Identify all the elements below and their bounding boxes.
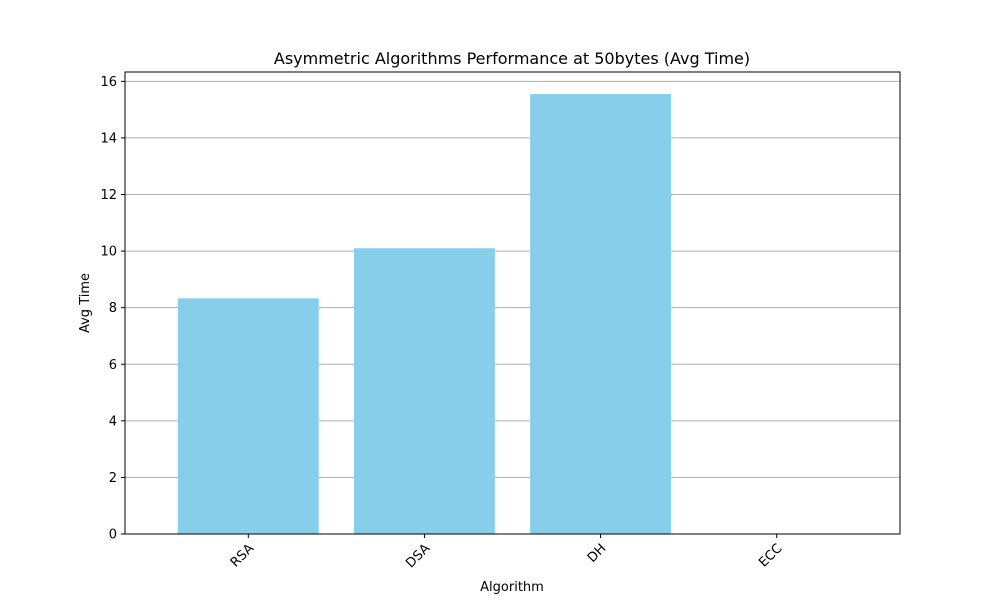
y-tick-label: 6 [109,358,117,373]
y-tick-label: 10 [100,245,117,260]
bars [177,94,672,535]
y-axis-ticks: 0 2 4 6 8 10 12 14 16 [100,75,125,543]
x-axis-label: Algorithm [480,580,544,595]
plot-area-frame [124,71,901,535]
y-tick-label: 0 [109,528,117,543]
y-tick-label: 8 [109,301,117,316]
y-tick-label: 14 [100,131,117,146]
y-tick-label: 12 [100,188,117,203]
y-axis-label: Avg Time [78,273,93,333]
y-tick-label: 4 [109,414,117,429]
bar-rsa [177,298,319,534]
bar-dsa [353,248,495,534]
y-tick-label: 16 [100,75,117,90]
bar-dh [530,94,672,535]
y-tick-label: 2 [109,471,117,486]
chart-title: Asymmetric Algorithms Performance at 50b… [274,49,750,68]
